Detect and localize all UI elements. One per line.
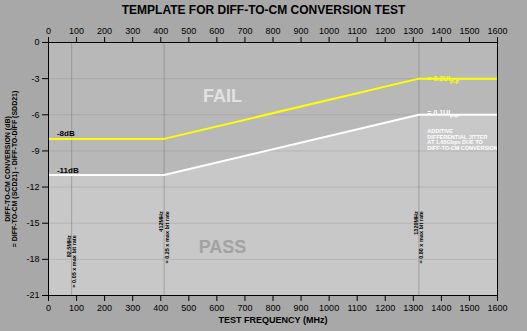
svg-text:1300: 1300 — [403, 26, 423, 36]
svg-text:800: 800 — [265, 303, 280, 313]
svg-text:1200: 1200 — [375, 26, 395, 36]
svg-text:= 0.1UIP-P: = 0.1UIP-P — [427, 109, 459, 119]
svg-text:300: 300 — [125, 26, 140, 36]
svg-text:82.5MHz= 0.05 x max bit rate: 82.5MHz= 0.05 x max bit rate — [66, 235, 78, 288]
svg-text:= 0.2UIP-P: = 0.2UIP-P — [427, 75, 459, 85]
svg-text:100: 100 — [69, 26, 84, 36]
svg-text:1400: 1400 — [431, 303, 451, 313]
svg-text:800: 800 — [265, 26, 280, 36]
svg-text:-8dB: -8dB — [57, 129, 75, 138]
svg-text:1600: 1600 — [487, 26, 507, 36]
svg-text:-9: -9 — [31, 146, 39, 156]
svg-text:1100: 1100 — [348, 303, 367, 313]
svg-text:-15: -15 — [26, 218, 39, 228]
svg-text:TEST FREQUENCY (MHz): TEST FREQUENCY (MHz) — [219, 315, 328, 325]
svg-text:1000: 1000 — [319, 303, 339, 313]
svg-text:1500: 1500 — [459, 26, 479, 36]
svg-text:900: 900 — [294, 26, 309, 36]
svg-text:-21: -21 — [26, 290, 39, 300]
svg-text:1300: 1300 — [403, 303, 423, 313]
svg-text:700: 700 — [237, 303, 252, 313]
svg-text:1320MHz= 0.80 x max bit rate: 1320MHz= 0.80 x max bit rate — [413, 211, 425, 264]
svg-text:1100: 1100 — [348, 26, 367, 36]
svg-text:0: 0 — [34, 37, 39, 47]
svg-text:1400: 1400 — [431, 26, 451, 36]
svg-text:900: 900 — [294, 303, 309, 313]
svg-text:-12: -12 — [26, 182, 39, 192]
svg-text:600: 600 — [209, 303, 224, 313]
svg-text:300: 300 — [125, 303, 140, 313]
svg-text:-11dB: -11dB — [57, 166, 79, 175]
svg-text:PASS: PASS — [199, 237, 247, 257]
svg-text:412MHz= 0.25 x max bit rate: 412MHz= 0.25 x max bit rate — [158, 211, 170, 264]
svg-text:500: 500 — [181, 303, 196, 313]
svg-text:-6: -6 — [31, 110, 39, 120]
svg-text:0: 0 — [46, 303, 51, 313]
svg-text:400: 400 — [153, 303, 168, 313]
svg-text:DIFF-TO-CM CONVERSION (dB)= DI: DIFF-TO-CM CONVERSION (dB)= DIFF-TO-CM (… — [4, 91, 19, 248]
svg-text:400: 400 — [153, 26, 168, 36]
svg-text:1500: 1500 — [459, 303, 479, 313]
svg-text:200: 200 — [97, 303, 112, 313]
svg-text:200: 200 — [97, 26, 112, 36]
svg-text:500: 500 — [181, 26, 196, 36]
svg-text:0: 0 — [46, 26, 51, 36]
svg-text:1200: 1200 — [375, 303, 395, 313]
svg-text:ADDITIVEDIFFERENTIAL JITTERAT: ADDITIVEDIFFERENTIAL JITTERAT 1.65Gbps D… — [427, 128, 498, 151]
svg-text:700: 700 — [237, 26, 252, 36]
html-text:TEMPLATE FOR DIFF-TO-CM CONVER: TEMPLATE FOR DIFF-TO-CM CONVERSION TEST — [121, 3, 406, 17]
svg-text:1000: 1000 — [319, 26, 339, 36]
svg-text:-3: -3 — [31, 74, 39, 84]
svg-text:1600: 1600 — [487, 303, 507, 313]
svg-text:100: 100 — [69, 303, 84, 313]
svg-text:-18: -18 — [26, 254, 39, 264]
svg-text:FAIL: FAIL — [203, 86, 242, 106]
svg-text:600: 600 — [209, 26, 224, 36]
